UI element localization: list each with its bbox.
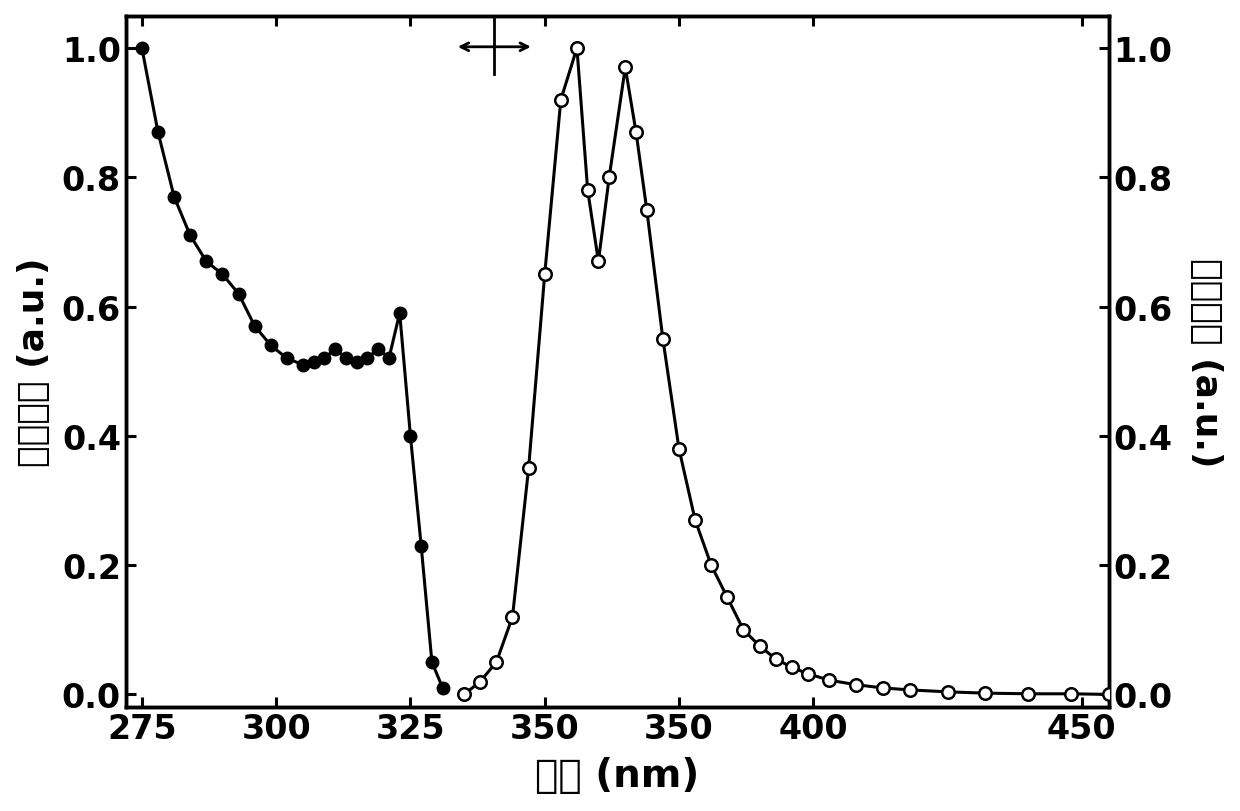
- Y-axis label: 吸收强度 (a.u.): 吸收强度 (a.u.): [16, 257, 51, 466]
- Y-axis label: 荆射强度 (a.u.): 荆射强度 (a.u.): [1189, 257, 1224, 466]
- X-axis label: 波长 (nm): 波长 (nm): [536, 757, 699, 794]
